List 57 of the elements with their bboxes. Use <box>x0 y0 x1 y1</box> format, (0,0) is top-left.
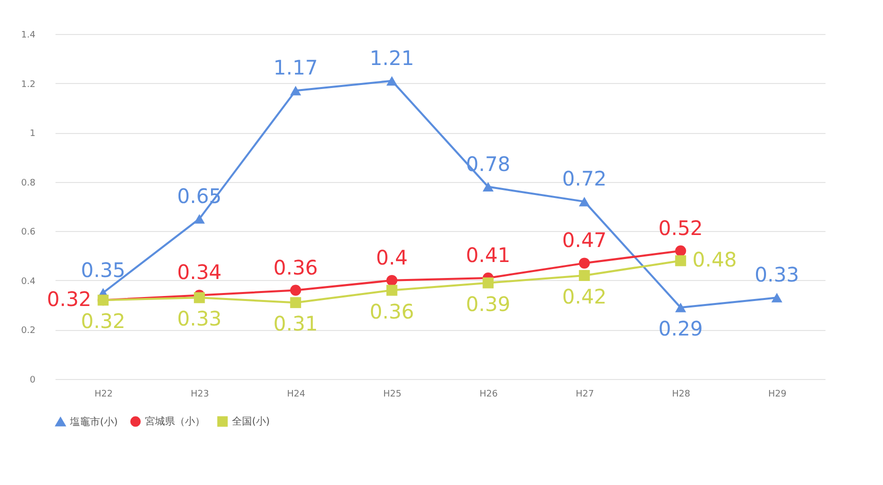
point <box>386 284 398 296</box>
point <box>675 245 686 256</box>
point <box>194 214 205 224</box>
legend-label: 塩竈市(小) <box>69 416 118 428</box>
y-tick-label: 0.2 <box>21 326 36 336</box>
data-label: 0.31 <box>273 312 318 336</box>
point <box>771 292 782 302</box>
y-tick-label: 1.2 <box>21 80 36 90</box>
data-label: 0.72 <box>562 166 607 191</box>
point <box>578 270 590 281</box>
data-label: 0.33 <box>177 306 222 331</box>
point <box>675 255 686 266</box>
data-label: 0.34 <box>177 260 222 284</box>
point <box>482 182 494 192</box>
point <box>290 284 302 296</box>
point <box>578 196 590 206</box>
x-tick-label: H22 <box>94 390 113 400</box>
x-tick-label: H28 <box>672 390 690 400</box>
data-label: 0.48 <box>692 248 737 272</box>
legend-label: 宮城県（小） <box>145 416 205 428</box>
point <box>290 297 302 308</box>
point <box>194 292 205 304</box>
data-label: 0.42 <box>562 284 607 308</box>
y-tick-label: 1 <box>30 129 36 140</box>
data-label: 1.21 <box>370 46 414 70</box>
legend-label: 全国(小) <box>232 416 270 428</box>
y-tick-label: 0.4 <box>21 276 36 287</box>
data-label: 0.29 <box>658 316 703 341</box>
data-label: 0.78 <box>466 152 510 176</box>
data-label: 0.47 <box>562 228 607 252</box>
x-tick-label: H25 <box>383 390 402 400</box>
point <box>386 76 398 86</box>
x-tick-label: H29 <box>768 390 787 400</box>
y-tick-label: 1.4 <box>21 30 36 40</box>
point <box>290 86 302 96</box>
data-label: 1.17 <box>273 56 318 80</box>
data-label: 0.33 <box>754 262 800 287</box>
y-tick-label: 0.8 <box>21 178 36 188</box>
data-label: 0.4 <box>376 245 408 270</box>
y-tick-label: 0 <box>30 376 36 386</box>
y-tick-label: 0.6 <box>21 228 36 238</box>
data-label: 0.32 <box>46 287 92 312</box>
x-tick-label: H26 <box>480 390 498 400</box>
data-label: 0.41 <box>466 242 510 267</box>
x-tick-label: H27 <box>576 390 594 400</box>
x-tick-label: H24 <box>287 390 306 400</box>
data-label: 0.35 <box>80 258 126 282</box>
data-label: 0.36 <box>273 255 318 280</box>
point <box>386 274 398 286</box>
x-tick-label: H23 <box>190 390 209 400</box>
data-label: 0.36 <box>370 299 414 324</box>
point <box>675 302 686 312</box>
data-label: 0.39 <box>466 292 510 316</box>
data-label: 0.52 <box>658 216 703 240</box>
point <box>578 258 590 269</box>
point <box>482 277 494 288</box>
data-label: 0.32 <box>80 309 126 334</box>
